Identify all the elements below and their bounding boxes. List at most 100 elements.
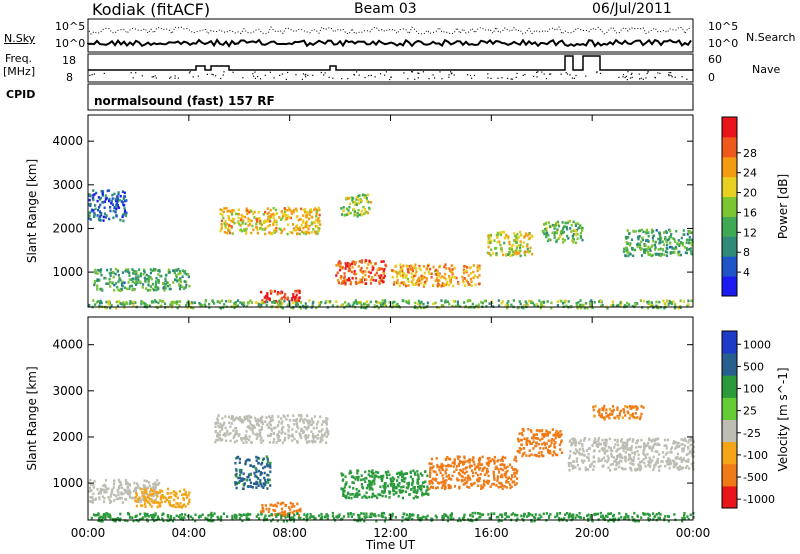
power-y-tick-label: 1000 [52,265,83,279]
power-cell [381,279,384,283]
velocity-cell [152,501,155,505]
velocity-cell [390,517,393,521]
velocity-cell [316,437,319,440]
power-cell [490,248,493,252]
velocity-cell [417,517,420,521]
power-cell [126,270,130,273]
velocity-cell [479,466,482,470]
power-cell [341,280,344,283]
velocity-cell [306,426,309,430]
velocity-cell [406,482,409,485]
power-cell [418,266,421,270]
velocity-cell [365,512,368,515]
velocity-cell [623,441,627,445]
power-cell [166,284,169,288]
velocity-cell [598,413,601,417]
power-cell [375,271,378,275]
velocity-cell [350,496,353,500]
velocity-cell [493,462,496,465]
velocity-cell [403,480,406,483]
power-cell [641,238,645,242]
velocity-cell [256,432,259,436]
power-cell [223,207,226,210]
power-cell [108,280,112,284]
velocity-cell [234,433,237,437]
velocity-cell [654,463,657,467]
velocity-cell [342,492,345,496]
nave-point [631,76,633,79]
power-cell [286,296,289,300]
power-cell [94,303,97,306]
power-cell [283,295,286,299]
velocity-cell [569,450,572,453]
velocity-cell [444,482,447,485]
velocity-cell [269,470,272,474]
velocity-cell [651,459,654,462]
velocity-cell [304,438,307,441]
power-cell [666,251,669,254]
power-cell [650,304,654,308]
velocity-cell [621,416,624,419]
velocity-cell [465,470,468,473]
power-cell [266,292,269,295]
power-cell [357,208,360,212]
velocity-cell [545,442,548,445]
power-cell [434,301,437,305]
velocity-cell [585,449,589,452]
velocity-cell [554,436,557,440]
power-cell [355,196,358,199]
power-cell [306,225,309,229]
power-cell [418,276,421,280]
velocity-cell [331,514,334,518]
velocity-cell [483,479,486,483]
velocity-cell [510,485,513,488]
power-cell [589,302,592,305]
velocity-cell [558,443,561,446]
power-cell [687,299,690,303]
velocity-cell [635,441,638,444]
velocity-cell [103,513,106,516]
velocity-cell [343,486,346,489]
velocity-cell [677,441,680,445]
velocity-cell [613,468,616,471]
velocity-cell [325,427,328,430]
power-cell [561,229,564,232]
power-cell [272,299,276,303]
velocity-cell [648,438,651,442]
velocity-cell [582,449,585,453]
velocity-cell [478,457,481,460]
power-cell [123,195,126,198]
power-cell [125,199,128,202]
velocity-cell [687,460,690,463]
power-cell [247,217,250,220]
power-cell [506,301,509,305]
power-cell [512,250,515,254]
power-cell [269,232,272,235]
velocity-cell [543,441,546,445]
velocity-cell [568,454,572,458]
power-cell [137,276,140,279]
power-cell [290,212,293,215]
velocity-cell [92,492,95,496]
velocity-cell [611,449,614,452]
velocity-cell [430,481,434,484]
velocity-cell [442,482,445,485]
power-cell [244,222,247,225]
power-cell [95,191,98,195]
power-cell [659,239,662,243]
velocity-cell [534,436,537,440]
power-cell [183,271,186,275]
velocity-cell [350,515,353,518]
velocity-cell [684,459,688,463]
power-cell [119,194,122,198]
velocity-cell [447,463,450,467]
velocity-cell [368,487,371,491]
velocity-cell [304,418,307,421]
power-cell [395,281,399,284]
power-cell [489,253,492,257]
power-cell [266,207,269,210]
velocity-cell [300,417,303,421]
power-cell [395,303,398,307]
power-cell [247,220,250,223]
power-cell [266,218,269,222]
